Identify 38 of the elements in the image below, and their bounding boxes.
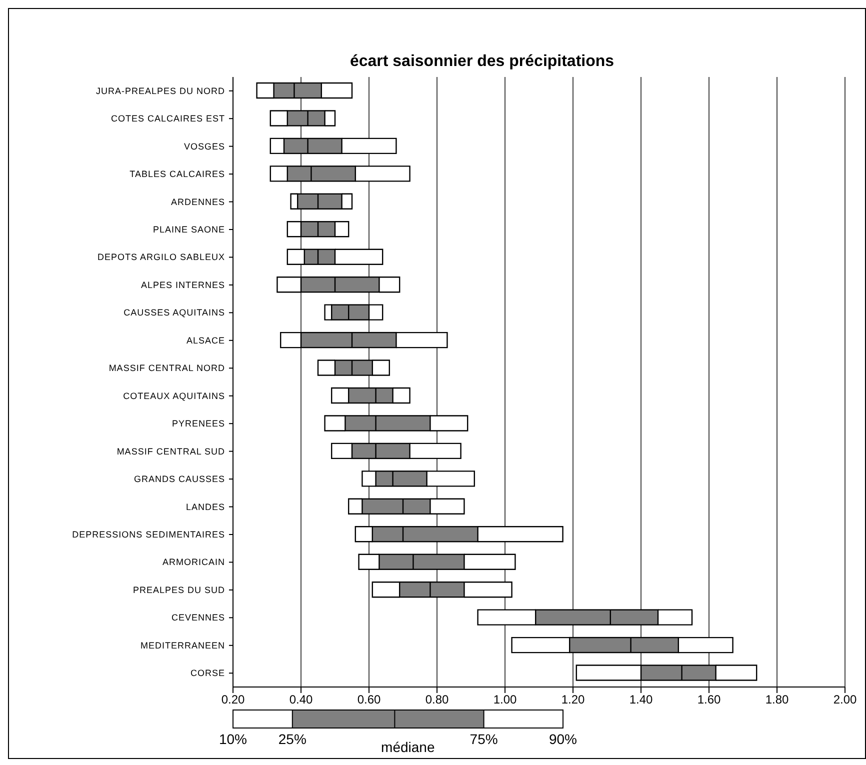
y-tick-label: CEVENNES [171, 612, 225, 623]
y-tick-label: ARMORICAIN [162, 557, 225, 568]
x-tick-label: 0.40 [289, 692, 313, 707]
x-tick-label: 2.00 [833, 692, 857, 707]
y-tick-label: MEDITERRANEEN [140, 640, 225, 650]
x-tick-label: 0.20 [221, 692, 245, 707]
text: 25% [277, 731, 308, 747]
y-tick-label: DEPOTS ARGILO SABLEUX [97, 252, 225, 262]
y-tick-label: CAUSSES AQUITAINS [124, 308, 225, 318]
y-tick-label: VOSGES [184, 141, 225, 152]
y-tick-label: PYRENEES [172, 418, 225, 429]
y-tick-label: TABLES CALCAIRES [130, 169, 225, 180]
y-tick-label: ALSACE [186, 335, 225, 346]
y-tick-label: PLAINE SAONE [152, 224, 225, 234]
y-tick-label: ARDENNES [170, 196, 225, 207]
y-tick-label: ALPES INTERNES [140, 280, 225, 290]
y-tick-label: CORSE [190, 668, 225, 678]
x-tick-label: 1.00 [493, 692, 517, 707]
y-tick-label: DEPRESSIONS SEDIMENTAIRES [72, 530, 225, 540]
y-tick-label: MASSIF CENTRAL SUD [116, 446, 225, 456]
x-tick-label: 1.80 [765, 692, 789, 707]
x-tick-label: 0.60 [357, 692, 381, 707]
text: 75% [468, 731, 499, 747]
x-tick-label: 1.40 [629, 692, 653, 707]
y-tick-label: MASSIF CENTRAL NORD [108, 363, 225, 374]
x-tick-label: 0.80 [425, 692, 449, 707]
y-tick-label: COTEAUX AQUITAINS [123, 390, 225, 401]
y-tick-label: LANDES [186, 502, 225, 512]
y-tick-label: COTES CALCAIRES EST [110, 114, 225, 124]
x-tick-label: 1.20 [561, 692, 585, 707]
y-tick-label: PREALPES DU SUD [132, 584, 225, 595]
text: 90% [548, 731, 578, 747]
text: médiane [380, 739, 436, 755]
y-tick-label: GRANDS CAUSSES [134, 474, 225, 484]
x-tick-label: 1.60 [697, 692, 721, 707]
y-tick-label: JURA-PREALPES DU NORD [96, 86, 225, 96]
chart-title: écart saisonnier des précipitations [348, 53, 616, 71]
text: 10% [218, 731, 248, 747]
